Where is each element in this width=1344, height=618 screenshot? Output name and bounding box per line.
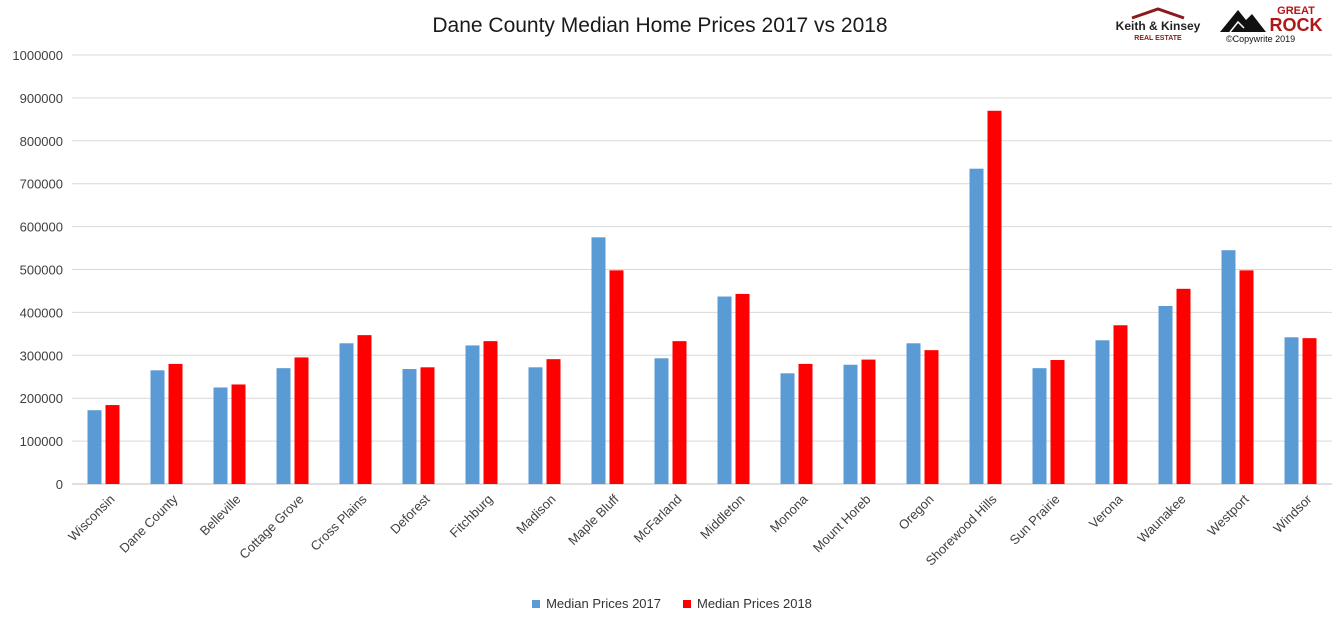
bar-2017: [276, 368, 291, 484]
bar-2018: [798, 363, 813, 484]
keith-kinsey-logo: Keith & Kinsey REAL ESTATE: [1116, 7, 1201, 42]
x-tick-label: Maple Bluff: [565, 491, 622, 548]
bar-2018: [420, 367, 435, 484]
y-tick-label: 600000: [20, 220, 63, 235]
bar-2018: [231, 384, 246, 484]
bar-2017: [1284, 337, 1299, 484]
y-tick-label: 300000: [20, 348, 63, 363]
bar-2018: [294, 357, 309, 484]
bar-2018: [168, 363, 183, 484]
x-tick-label: Belleville: [197, 492, 244, 539]
x-tick-label: Madison: [513, 492, 558, 537]
bar-2018: [735, 293, 750, 484]
bar-2017: [591, 237, 606, 484]
bar-2017: [402, 369, 417, 484]
x-tick-label: Sun Prairie: [1007, 492, 1063, 548]
bar-2017: [654, 358, 669, 484]
x-tick-label: Cross Plains: [307, 491, 370, 554]
bar-2018: [1302, 338, 1317, 484]
x-tick-label: Waunakee: [1134, 492, 1188, 546]
y-tick-label: 200000: [20, 391, 63, 406]
bar-2018: [924, 350, 939, 484]
x-tick-label: Westport: [1204, 491, 1251, 538]
bar-2017: [1158, 305, 1173, 484]
x-tick-label: Dane County: [116, 491, 181, 556]
y-tick-label: 900000: [20, 91, 63, 106]
x-tick-label: McFarland: [631, 492, 685, 546]
bar-2017: [843, 364, 858, 484]
bar-2017: [780, 373, 795, 484]
x-tick-label: Cottage Grove: [236, 492, 306, 562]
bar-2018: [357, 335, 372, 484]
y-tick-label: 0: [56, 477, 63, 492]
bar-2017: [87, 410, 102, 484]
chart-title: Dane County Median Home Prices 2017 vs 2…: [432, 14, 888, 37]
bar-2017: [969, 168, 984, 484]
y-tick-label: 700000: [20, 177, 63, 192]
legend-label-2017: Median Prices 2017: [546, 596, 661, 611]
logo-lettering: REAL ESTATE: [1134, 35, 1182, 42]
bar-2018: [672, 341, 687, 484]
bar-2017: [1095, 340, 1110, 484]
legend-item-2017: Median Prices 2017: [532, 596, 661, 611]
chart-legend: Median Prices 2017 Median Prices 2018: [0, 596, 1344, 611]
x-tick-label: Middleton: [697, 492, 747, 542]
x-tick-label: Windsor: [1270, 491, 1315, 536]
bar-2018: [483, 341, 498, 484]
y-tick-label: 1000000: [12, 48, 63, 63]
bar-2018: [1176, 288, 1191, 484]
house-roof-icon: [1131, 7, 1185, 20]
x-tick-label: Verona: [1086, 491, 1126, 531]
bar-2017: [1221, 250, 1236, 484]
x-tick-label: Monona: [767, 491, 811, 535]
x-tick-label: Oregon: [895, 492, 936, 533]
x-tick-label: Wisconsin: [65, 492, 118, 545]
logo-lettering: GREAT: [1277, 5, 1315, 17]
bar-2018: [1050, 360, 1065, 484]
y-tick-label: 500000: [20, 263, 63, 278]
y-tick-label: 400000: [20, 305, 63, 320]
bar-2017: [1032, 368, 1047, 484]
bar-2018: [105, 405, 120, 484]
bar-2018: [987, 110, 1002, 485]
logo-lettering: Keith & Kinsey: [1116, 19, 1201, 33]
bar-2017: [213, 387, 228, 484]
bar-2018: [861, 359, 876, 484]
bar-2018: [1113, 325, 1128, 484]
x-tick-label: Fitchburg: [447, 492, 496, 541]
bar-2017: [717, 296, 732, 484]
mountain-icon: [1220, 10, 1266, 32]
bar-2017: [150, 370, 165, 484]
bar-2017: [339, 343, 354, 484]
legend-label-2018: Median Prices 2018: [697, 596, 812, 611]
legend-swatch-2018: [683, 599, 691, 608]
legend-swatch-2017: [532, 599, 541, 608]
bar-2017: [465, 345, 480, 484]
logo-lettering: ROCK: [1270, 15, 1323, 35]
bar-2017: [906, 343, 921, 484]
x-tick-label: Deforest: [387, 491, 433, 537]
y-tick-label: 100000: [20, 434, 63, 449]
y-tick-label: 800000: [20, 134, 63, 149]
legend-item-2018: Median Prices 2018: [683, 596, 812, 611]
copyright-text: ©Copywrite 2019: [1226, 34, 1296, 44]
bar-2018: [1239, 270, 1254, 484]
x-tick-label: Mount Horeb: [810, 492, 874, 556]
bar-2017: [528, 367, 543, 484]
bar-2018: [609, 270, 624, 484]
bar-2018: [546, 359, 561, 484]
